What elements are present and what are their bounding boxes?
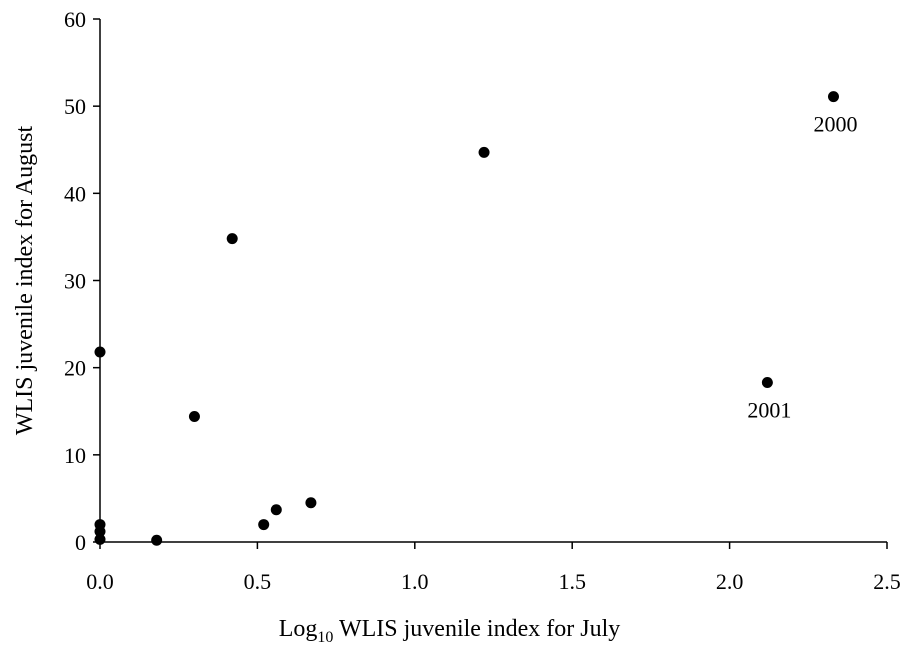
y-axis-ticks: 0 10 20 30 40 50 60 <box>64 7 100 555</box>
point-label: 2000 <box>813 112 857 137</box>
data-point <box>94 526 106 538</box>
data-point <box>258 519 270 531</box>
x-axis-title-prefix: Log <box>279 616 318 642</box>
y-tick-label: 50 <box>64 94 86 119</box>
x-axis-title-subscript: 10 <box>317 629 333 646</box>
y-axis-title: WLIS juvenile index for August <box>12 126 38 436</box>
data-point <box>827 91 839 103</box>
x-tick-label: 0.5 <box>244 569 272 594</box>
data-point <box>226 233 238 245</box>
data-point <box>761 376 773 388</box>
x-tick-label: 0.0 <box>86 569 114 594</box>
x-tick-label: 2.5 <box>873 569 901 594</box>
data-point <box>151 534 163 546</box>
x-tick-label: 2.0 <box>716 569 744 594</box>
y-tick-label: 40 <box>64 181 86 206</box>
data-point <box>305 497 317 509</box>
data-points <box>94 91 839 546</box>
x-axis-title-rest: WLIS juvenile index for July <box>333 616 620 642</box>
y-tick-label: 30 <box>64 269 86 294</box>
data-point <box>94 533 106 545</box>
data-point <box>188 410 200 422</box>
point-label: 2001 <box>747 397 791 422</box>
point-annotations: 2001 2000 <box>747 112 857 423</box>
data-point <box>478 146 490 158</box>
x-tick-label: 1.5 <box>558 569 586 594</box>
data-point <box>270 504 282 516</box>
x-tick-label: 1.0 <box>401 569 429 594</box>
x-axis-ticks: 0.0 0.5 1.0 1.5 2.0 2.5 <box>86 542 901 594</box>
x-axis-title: Log10 WLIS juvenile index for July <box>279 616 621 646</box>
y-tick-label: 10 <box>64 443 86 468</box>
y-tick-label: 0 <box>75 530 86 555</box>
y-tick-label: 60 <box>64 7 86 32</box>
y-tick-label: 20 <box>64 356 86 381</box>
data-point <box>94 346 106 358</box>
